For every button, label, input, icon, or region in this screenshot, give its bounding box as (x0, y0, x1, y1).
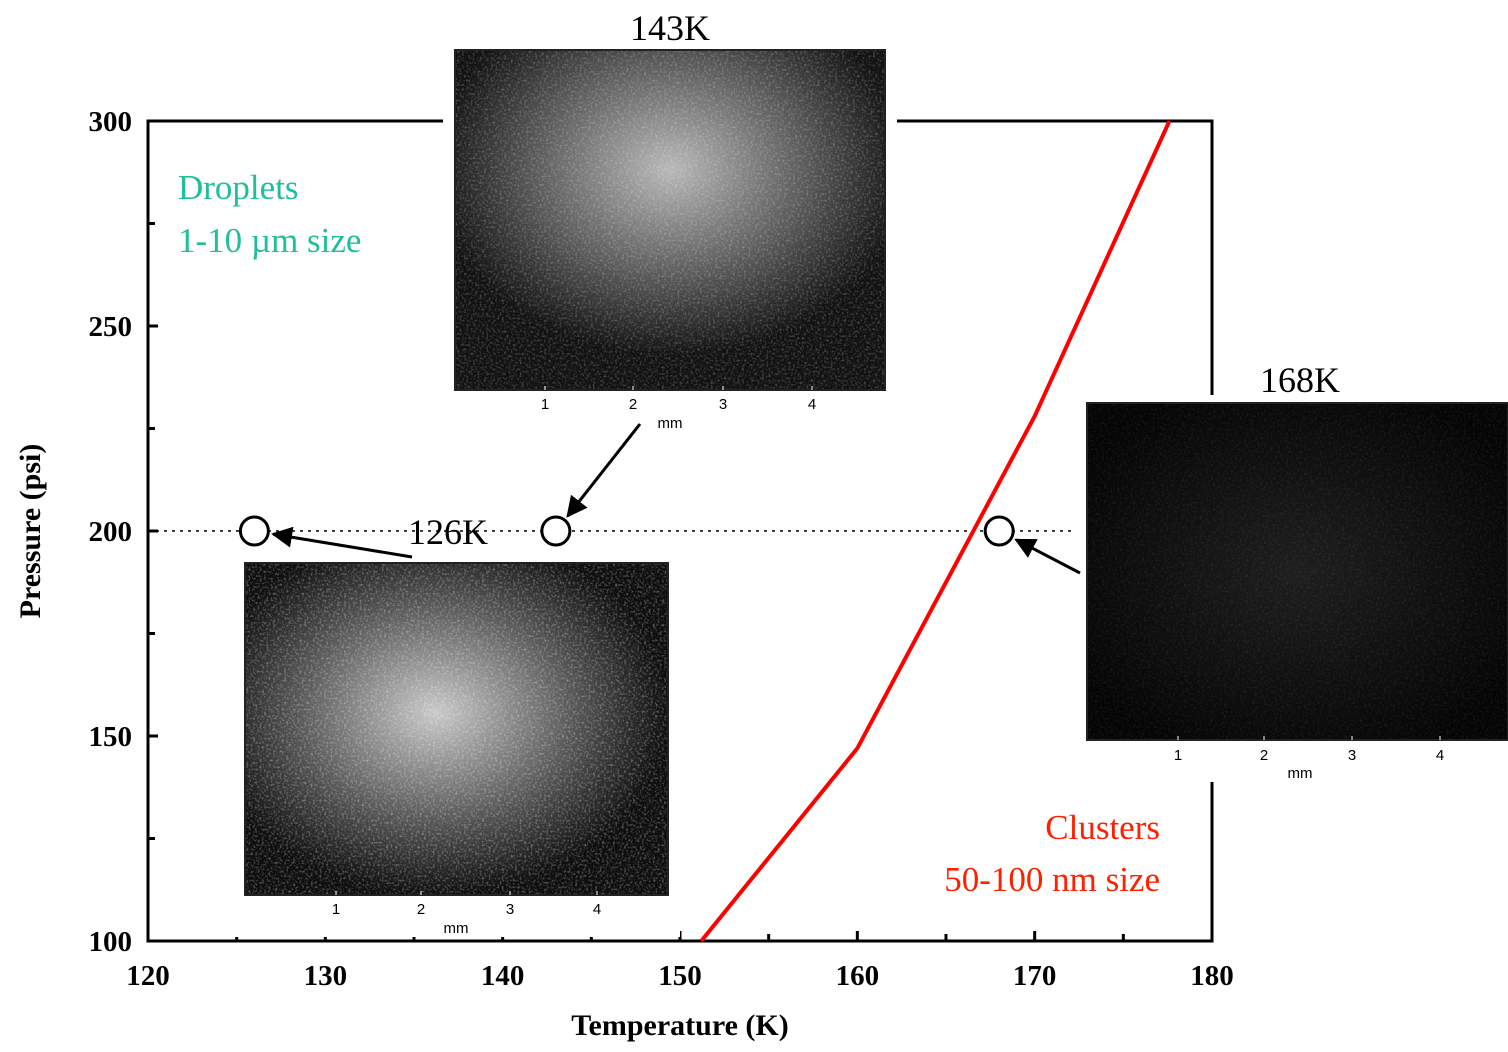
inset-speckle (455, 50, 885, 390)
inset-scale-label: 1 (1174, 747, 1182, 764)
x-tick-label: 180 (1190, 960, 1234, 992)
inset-label: 168K (1260, 360, 1340, 400)
arrow (1014, 538, 1081, 575)
inset-scale-label: 3 (1348, 747, 1356, 764)
x-tick-label: 140 (481, 960, 525, 992)
boundary-line (699, 120, 1172, 943)
data-point (983, 515, 1015, 547)
y-tick-label: 100 (89, 926, 133, 958)
inset-speckle (1087, 403, 1508, 740)
annotation: Droplets (178, 168, 299, 207)
inset-label: 126K (408, 512, 488, 552)
inset-scale-label: 1 (541, 396, 549, 413)
arrow (566, 423, 642, 518)
x-tick-label: 130 (304, 960, 348, 992)
x-tick-label: 150 (658, 960, 702, 992)
inset-speckle (245, 563, 668, 895)
y-tick-label: 250 (89, 311, 133, 343)
data-point (540, 515, 572, 547)
inset-scale-unit: mm (1288, 765, 1313, 782)
inset-border (1086, 402, 1508, 741)
inset-scale-unit: mm (658, 415, 683, 432)
annotation: 1-10 µm size (178, 221, 361, 260)
x-tick-label: 120 (126, 960, 170, 992)
inset-scale-label: 3 (506, 901, 514, 918)
annotation: 50-100 nm size (944, 860, 1160, 899)
annotation: Clusters (1045, 808, 1160, 847)
y-tick-label: 150 (89, 721, 133, 753)
y-tick-label: 200 (89, 516, 133, 548)
x-axis-title: Temperature (K) (571, 1009, 788, 1042)
y-tick-label: 300 (89, 106, 133, 138)
inset-scale-label: 1 (332, 901, 340, 918)
inset-scale-label: 2 (1260, 747, 1268, 764)
arrow (271, 526, 413, 559)
data-point (238, 515, 270, 547)
inset-border (454, 49, 886, 391)
x-tick-label: 170 (1013, 960, 1057, 992)
y-axis-title: Pressure (psi) (14, 444, 47, 619)
x-tick-label: 160 (836, 960, 880, 992)
inset-scale-label: 2 (417, 901, 425, 918)
inset-scale-label: 4 (808, 396, 816, 413)
inset-scale-label: 4 (593, 901, 601, 918)
inset-label: 143K (630, 8, 710, 48)
inset-scale-label: 2 (629, 396, 637, 413)
inset-scale-label: 3 (719, 396, 727, 413)
inset-border (244, 562, 669, 896)
inset-scale-unit: mm (444, 920, 469, 937)
inset-scale-label: 4 (1436, 747, 1444, 764)
